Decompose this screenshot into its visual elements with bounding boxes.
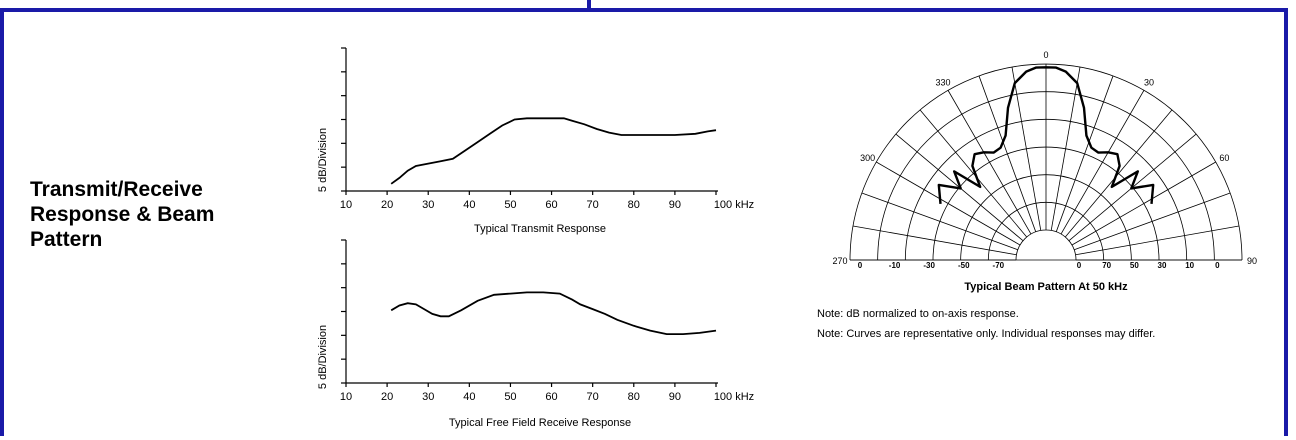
x-tick-label: 70	[587, 391, 599, 403]
polar-spoke	[861, 192, 1018, 251]
content-frame	[0, 8, 1288, 436]
receive-response-chart: 10 20 30 40 50 60 70 80 90 100 kHz Typical Free F…	[317, 239, 754, 429]
x-tick-label: 40	[463, 391, 475, 403]
x-tick-label: 50	[504, 391, 516, 403]
x-tick-label: 20	[381, 199, 393, 211]
polar-spoke	[978, 75, 1037, 232]
polar-spoke	[1055, 75, 1114, 232]
polar-spoke	[1060, 90, 1145, 235]
x-tick-label: 60	[545, 391, 557, 403]
x-tick-label: 30	[422, 199, 434, 211]
notes: Note: dB normalized to on-axis response.…	[817, 304, 1155, 344]
beam-pattern-curve	[937, 66, 1155, 205]
x-tick-label: 80	[628, 391, 640, 403]
db-label-right: 50	[1130, 261, 1139, 270]
db-label-left: -10	[889, 261, 901, 270]
x-tick-label: 100 kHz	[714, 391, 754, 403]
section-title-line: Transmit/Receive	[30, 178, 203, 201]
angle-label: 300	[860, 153, 875, 163]
polar-spoke	[1050, 66, 1081, 231]
response-curve	[390, 291, 717, 335]
note-text: Note: dB normalized to on-axis response.	[817, 308, 1019, 320]
db-label-left: -70	[993, 261, 1005, 270]
x-tick-label: 60	[545, 199, 557, 211]
chart-title: Typical Free Field Receive Response	[449, 417, 631, 429]
polar-spoke	[1075, 225, 1240, 256]
angle-label: 0	[1043, 50, 1048, 60]
x-tick-label: 10	[340, 199, 352, 211]
db-label-right: 10	[1185, 261, 1194, 270]
angle-label: 270	[832, 256, 847, 266]
polar-spoke	[1071, 161, 1216, 246]
db-label-left: -30	[923, 261, 935, 270]
polar-spoke	[947, 90, 1032, 235]
x-tick-label: 90	[669, 199, 681, 211]
note-text: Note: Curves are representative only. In…	[817, 328, 1156, 340]
beam-title: Typical Beam Pattern At 50 kHz	[964, 281, 1128, 293]
x-tick-label: 100 kHz	[714, 199, 754, 211]
y-axis-label: 5 dB/Division	[317, 325, 329, 389]
transmit-response-chart: 10 20 30 40 50 60 70 80 90 100 kHz Typical Transm…	[317, 47, 754, 235]
db-label-right: 0	[1215, 261, 1220, 270]
angle-label: 60	[1219, 153, 1229, 163]
x-tick-label: 40	[463, 199, 475, 211]
db-label-right: 30	[1158, 261, 1167, 270]
polar-ring	[1015, 229, 1077, 261]
db-label-right: 70	[1102, 261, 1111, 270]
polar-spoke	[876, 161, 1021, 246]
chart-title: Typical Transmit Response	[474, 223, 606, 235]
db-label-left: 0	[858, 261, 863, 270]
x-tick-label: 70	[587, 199, 599, 211]
polar-spoke	[1011, 66, 1042, 231]
x-tick-label: 30	[422, 391, 434, 403]
angle-label: 30	[1144, 78, 1154, 88]
y-axis-label: 5 dB/Division	[317, 128, 329, 192]
x-tick-label: 50	[504, 199, 516, 211]
section-title-line: Pattern	[30, 228, 103, 251]
section-title-line: Response & Beam	[30, 203, 215, 226]
x-tick-label: 10	[340, 391, 352, 403]
tab-divider	[587, 0, 591, 12]
section-title: Transmit/Receive Response & Beam Pattern	[30, 177, 270, 252]
db-label-left: -50	[958, 261, 970, 270]
db-label-right: 0	[1077, 261, 1082, 270]
polar-spoke	[1064, 109, 1173, 238]
angle-label: 330	[935, 78, 950, 88]
angle-label: 90	[1247, 256, 1257, 266]
x-tick-label: 80	[628, 199, 640, 211]
polar-spoke	[1074, 192, 1231, 251]
response-curve	[390, 117, 717, 185]
polar-spoke	[919, 109, 1028, 238]
x-tick-label: 20	[381, 391, 393, 403]
polar-spoke	[852, 225, 1017, 256]
x-tick-label: 90	[669, 391, 681, 403]
